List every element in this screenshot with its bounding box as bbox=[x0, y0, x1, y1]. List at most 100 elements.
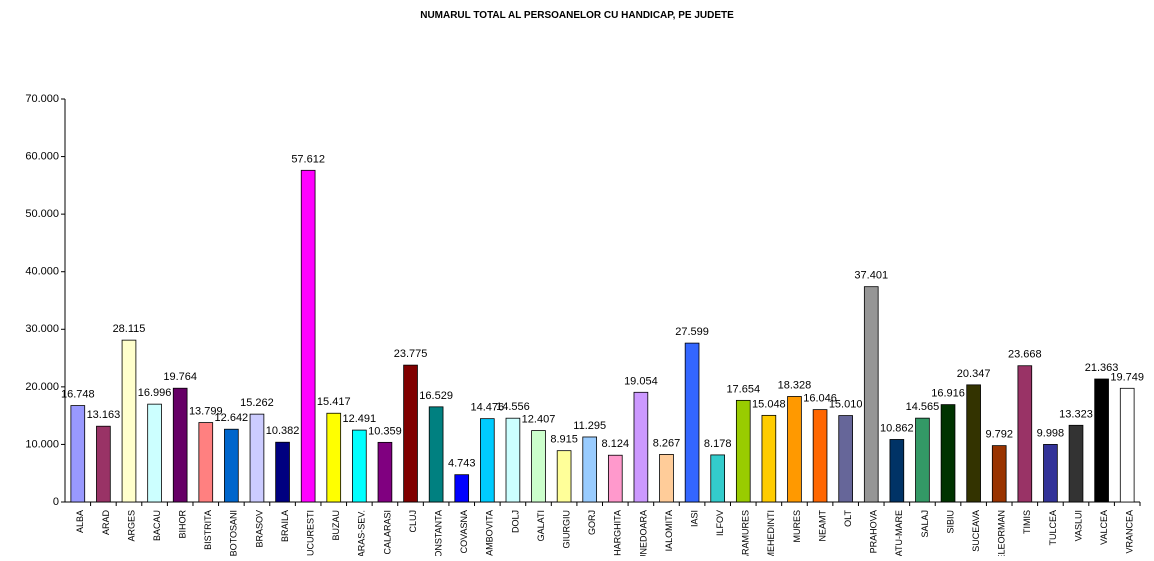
bar bbox=[607, 454, 623, 503]
bar bbox=[198, 422, 214, 503]
value-label: 13.323 bbox=[1059, 408, 1093, 420]
x-tick-label: CALARASI bbox=[382, 510, 392, 555]
x-tick-label: ARAD bbox=[101, 510, 111, 536]
x-tick-label: VRANCEA bbox=[1125, 510, 1135, 554]
bar bbox=[787, 396, 802, 503]
x-tick-label: BACAU bbox=[152, 510, 162, 541]
x-tick-label: HUNEDOARA bbox=[638, 510, 648, 556]
y-tick-label: 0 bbox=[53, 496, 59, 508]
x-tick-label: VALCEA bbox=[1099, 510, 1109, 545]
value-label: 9.792 bbox=[985, 429, 1013, 441]
x-tick-label: BUCURESTI bbox=[306, 510, 316, 556]
value-label: 10.382 bbox=[266, 425, 300, 437]
value-label: 8.267 bbox=[653, 437, 681, 449]
x-tick-label: SIBIU bbox=[945, 510, 955, 534]
value-label: 16.529 bbox=[419, 390, 453, 402]
bar bbox=[633, 391, 649, 503]
bar bbox=[1094, 378, 1109, 503]
bar bbox=[1068, 424, 1084, 503]
bar bbox=[966, 384, 981, 503]
bar bbox=[70, 405, 86, 503]
y-tick-label: 40.000 bbox=[25, 266, 59, 278]
bar bbox=[735, 399, 751, 503]
x-tick-label: SALAJ bbox=[920, 510, 930, 538]
bar bbox=[1119, 387, 1135, 503]
x-tick-label: IALOMITA bbox=[664, 510, 674, 551]
value-label: 10.862 bbox=[880, 422, 914, 434]
x-tick-label: BOTOSANI bbox=[229, 510, 239, 556]
value-label: 8.915 bbox=[550, 434, 578, 446]
x-tick-label: ARGES bbox=[126, 510, 136, 542]
x-tick-label: MARAMURES bbox=[741, 510, 751, 556]
x-tick-label: MEHEDINTI bbox=[766, 510, 776, 556]
bar bbox=[1017, 365, 1033, 503]
value-label: 9.998 bbox=[1037, 427, 1065, 439]
bar bbox=[531, 430, 546, 503]
x-tick-label: MURES bbox=[792, 510, 802, 543]
value-label: 14.556 bbox=[496, 401, 530, 413]
value-label: 23.775 bbox=[394, 348, 428, 360]
bar bbox=[940, 404, 956, 503]
x-tick-label: VASLUI bbox=[1073, 510, 1083, 541]
value-label: 13.799 bbox=[189, 406, 223, 418]
value-label: 27.599 bbox=[675, 326, 709, 338]
bar bbox=[991, 445, 1007, 503]
value-label: 14.565 bbox=[906, 401, 940, 413]
bar bbox=[147, 403, 162, 503]
y-tick-label: 10.000 bbox=[25, 438, 59, 450]
value-label: 13.163 bbox=[87, 409, 121, 421]
value-label: 15.048 bbox=[752, 398, 786, 410]
value-label: 16.748 bbox=[61, 389, 95, 401]
bar bbox=[403, 364, 418, 503]
value-label: 16.996 bbox=[138, 387, 172, 399]
value-label: 16.916 bbox=[931, 388, 965, 400]
y-tick-label: 50.000 bbox=[25, 208, 59, 220]
value-label: 12.407 bbox=[522, 414, 556, 426]
value-label: 18.328 bbox=[778, 379, 812, 391]
x-tick-label: DOLJ bbox=[510, 510, 520, 533]
bar bbox=[480, 418, 495, 503]
x-tick-label: DAMBOVITA bbox=[485, 510, 495, 556]
x-tick-label: CONSTANTA bbox=[434, 510, 444, 556]
value-label: 12.491 bbox=[343, 413, 377, 425]
x-tick-label: IASI bbox=[689, 510, 699, 527]
bar bbox=[684, 342, 700, 503]
bar bbox=[352, 429, 367, 503]
x-tick-label: HARGHITA bbox=[613, 510, 623, 556]
value-label: 15.417 bbox=[317, 396, 351, 408]
x-tick-label: GORJ bbox=[587, 510, 597, 535]
bar bbox=[812, 409, 828, 503]
bar bbox=[761, 414, 777, 503]
x-tick-label: CLUJ bbox=[408, 510, 418, 533]
bar bbox=[224, 428, 239, 503]
x-tick-label: ALBA bbox=[75, 510, 85, 533]
bar bbox=[710, 454, 725, 503]
bar bbox=[556, 450, 572, 503]
value-label: 17.654 bbox=[726, 383, 760, 395]
bar bbox=[889, 439, 905, 503]
value-label: 28.115 bbox=[113, 323, 146, 335]
x-tick-label: SATU-MARE bbox=[894, 510, 904, 556]
bar bbox=[300, 169, 316, 503]
bar bbox=[96, 425, 111, 503]
x-tick-label: BUZAU bbox=[331, 510, 341, 541]
x-tick-label: SUCEAVA bbox=[971, 510, 981, 552]
bar bbox=[838, 415, 853, 503]
x-tick-label: BRAILA bbox=[280, 510, 290, 542]
bar bbox=[249, 413, 265, 503]
x-tick-label: BRASOV bbox=[254, 510, 264, 548]
x-tick-label: TULCEA bbox=[1048, 510, 1058, 546]
value-label: 37.401 bbox=[854, 270, 888, 282]
bar bbox=[582, 436, 598, 503]
x-tick-label: TELEORMAN bbox=[997, 510, 1007, 556]
value-label: 10.359 bbox=[368, 425, 402, 437]
bar bbox=[275, 441, 290, 503]
value-label: 14.476 bbox=[470, 402, 504, 414]
value-label: 19.764 bbox=[163, 371, 197, 383]
y-tick-label: 60.000 bbox=[25, 150, 59, 162]
bar bbox=[172, 387, 188, 503]
value-label: 8.178 bbox=[704, 438, 732, 450]
x-tick-label: OLT bbox=[843, 510, 853, 527]
bar bbox=[121, 339, 137, 503]
